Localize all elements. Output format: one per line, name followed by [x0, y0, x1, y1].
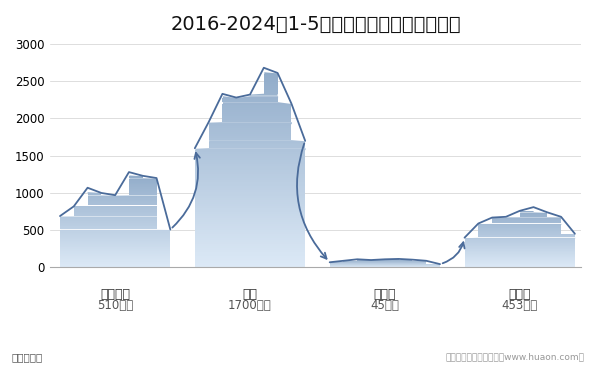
Text: 财产保险: 财产保险: [100, 288, 130, 301]
Text: 寿险: 寿险: [243, 288, 257, 301]
Text: 健康险: 健康险: [508, 288, 531, 301]
Text: 制图：华经产业研究院（www.huaon.com）: 制图：华经产业研究院（www.huaon.com）: [445, 353, 584, 362]
Text: 453亿元: 453亿元: [502, 299, 538, 312]
Text: 45亿元: 45亿元: [371, 299, 399, 312]
Text: 意外险: 意外险: [374, 288, 396, 301]
Title: 2016-2024年1-5月广东保险分险种收入统计: 2016-2024年1-5月广东保险分险种收入统计: [170, 15, 461, 34]
Text: 单位：亿元: 单位：亿元: [12, 352, 43, 362]
Text: 1700亿元: 1700亿元: [228, 299, 272, 312]
Text: 510亿元: 510亿元: [97, 299, 134, 312]
